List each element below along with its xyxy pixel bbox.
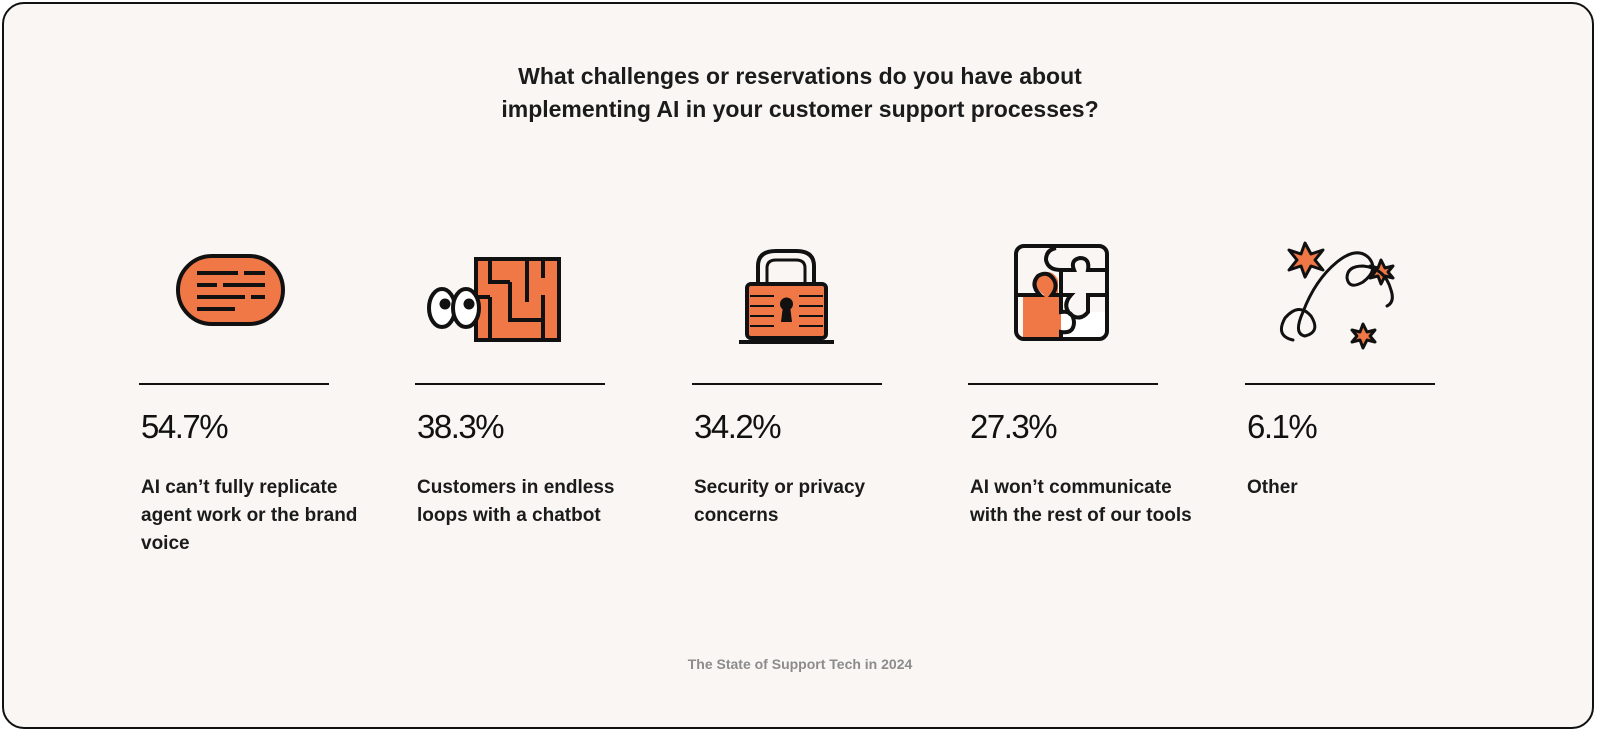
stat-value: 38.3% (417, 408, 505, 445)
puzzle-pieces-icon (968, 240, 1158, 355)
stat-divider (968, 383, 1158, 385)
stat-divider (139, 383, 329, 385)
padlock-icon (692, 240, 882, 355)
stat-divider (692, 383, 882, 385)
chart-title: What challenges or reservations do you h… (300, 60, 1300, 126)
stat-value: 54.7% (141, 408, 229, 445)
stat-divider (415, 383, 605, 385)
sparkle-squiggle-icon (1245, 240, 1435, 355)
stat-value: 6.1% (1247, 408, 1318, 445)
stat-label: Security or privacy concerns (694, 477, 866, 526)
stat-label: AI can’t fully replicate agent work or t… (141, 477, 358, 554)
chart-title-line-1: What challenges or reservations do you h… (518, 63, 1082, 89)
stat-label: AI won’t communicate with the rest of ou… (970, 477, 1192, 526)
speech-bubble-icon (139, 240, 329, 355)
chart-title-line-2: implementing AI in your customer support… (501, 96, 1099, 122)
stat-value: 34.2% (694, 408, 782, 445)
stat-label: Other (1247, 477, 1298, 498)
stat-divider (1245, 383, 1435, 385)
maze-with-eyes-icon (415, 240, 605, 355)
stat-label: Customers in endless loops with a chatbo… (417, 477, 615, 526)
stat-value: 27.3% (970, 408, 1058, 445)
source-footer: The State of Support Tech in 2024 (687, 656, 913, 672)
